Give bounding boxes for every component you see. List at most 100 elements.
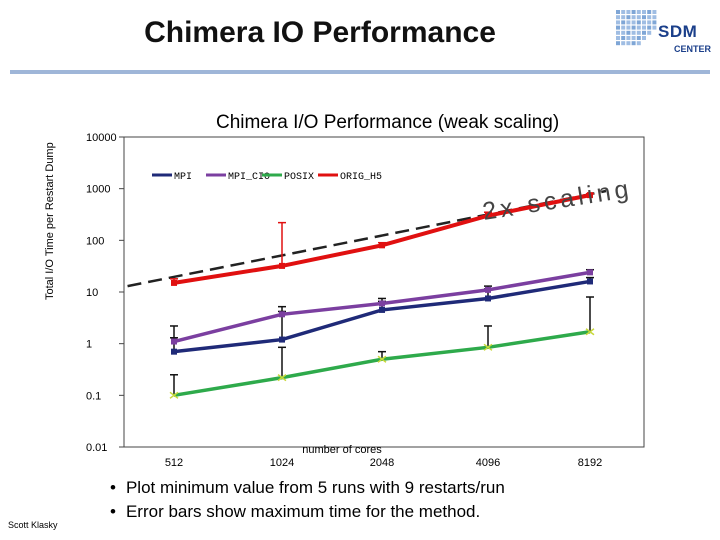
data-point <box>279 336 285 343</box>
logo-grid-cell <box>647 20 652 25</box>
logo-grid-cell <box>642 36 646 40</box>
legend-label: POSIX <box>284 172 314 183</box>
logo-grid-cell <box>636 10 641 14</box>
data-point <box>171 338 177 345</box>
logo-text: SDM <box>658 22 698 41</box>
sdm-center-logo: SDM CENTER <box>616 10 712 66</box>
logo-grid-cell <box>616 10 620 14</box>
data-point <box>171 348 177 355</box>
data-point <box>169 391 179 399</box>
legend-label: MPI <box>174 172 192 183</box>
logo-grid-cell <box>631 36 636 40</box>
logo-grid-cell <box>616 20 620 25</box>
series-line <box>173 330 591 398</box>
data-point <box>587 278 593 285</box>
logo-grid-cell <box>616 36 620 40</box>
series-mpi <box>170 276 594 355</box>
legend-label: MPI_CIO <box>228 172 270 183</box>
logo-grid-cell <box>621 10 626 14</box>
logo-grid-cell <box>626 10 631 14</box>
chart-title: Chimera I/O Performance (weak scaling) <box>216 112 560 133</box>
logo-grid-cell <box>652 10 657 14</box>
logo-grid-cell <box>631 10 636 14</box>
scaling-annotation: 2x scaling <box>481 175 635 226</box>
logo-grid-cell <box>636 15 641 20</box>
plot-area-frame <box>123 136 645 448</box>
data-point <box>483 343 493 351</box>
logo-grid-cell <box>642 30 646 35</box>
data-point <box>277 374 287 382</box>
logo-grid-cell <box>616 15 620 20</box>
slide-title: Chimera IO Performance <box>144 16 496 49</box>
logo-grid-cell <box>626 15 631 20</box>
logo-grid-cell <box>647 10 652 14</box>
x-axis-label: number of cores <box>302 444 382 456</box>
logo-grid-cell <box>616 41 620 46</box>
logo-grid-cell <box>631 41 636 46</box>
logo-grid-cell <box>621 36 626 40</box>
logo-subtext: CENTER <box>674 44 712 54</box>
logo-grid-icon <box>616 10 657 46</box>
logo-grid-cell <box>642 20 646 25</box>
logo-grid-cell <box>621 41 626 46</box>
x-tick-label: 512 <box>165 457 183 469</box>
y-tick-label: 10000 <box>86 132 117 144</box>
bullet-item: Error bars show maximum time for the met… <box>110 502 505 522</box>
logo-grid-cell <box>631 25 636 30</box>
data-point <box>171 279 177 286</box>
data-point <box>587 269 593 276</box>
logo-grid-cell <box>636 30 641 35</box>
logo-grid-cell <box>621 30 626 35</box>
logo-grid-cell <box>631 30 636 35</box>
data-point <box>585 328 595 336</box>
y-tick-label: 1000 <box>86 184 110 196</box>
logo-grid-cell <box>616 25 620 30</box>
data-point <box>379 242 385 249</box>
y-tick-label: 1 <box>86 339 92 351</box>
series-orig-h5 <box>170 192 594 286</box>
logo-grid-cell <box>626 25 631 30</box>
logo-grid-cell <box>636 41 641 46</box>
logo-grid-cell <box>626 41 631 46</box>
logo-grid-cell <box>631 15 636 20</box>
logo-grid-cell <box>642 10 646 14</box>
y-tick-label: 0.1 <box>86 390 101 402</box>
logo-grid-cell <box>631 20 636 25</box>
data-point <box>279 262 285 269</box>
author-credit: Scott Klasky <box>8 520 58 530</box>
logo-grid-cell <box>642 25 646 30</box>
logo-grid-cell <box>636 20 641 25</box>
logo-grid-cell <box>647 30 652 35</box>
y-tick-label: 10 <box>86 287 98 299</box>
data-point <box>485 295 491 302</box>
logo-grid-cell <box>636 36 641 40</box>
logo-grid-cell <box>652 25 657 30</box>
logo-grid-cell <box>626 36 631 40</box>
x-tick-label: 1024 <box>270 457 294 469</box>
logo-grid-cell <box>626 20 631 25</box>
x-tick-label: 2048 <box>370 457 394 469</box>
data-point <box>279 311 285 318</box>
data-point <box>485 286 491 293</box>
data-point <box>377 355 387 363</box>
logo-grid-cell <box>642 15 646 20</box>
logo-grid-cell <box>652 20 657 25</box>
title-rule <box>10 70 710 74</box>
logo-grid-cell <box>652 15 657 20</box>
data-point <box>379 300 385 307</box>
series-posix <box>169 296 595 399</box>
x-tick-label: 8192 <box>578 457 602 469</box>
logo-grid-cell <box>647 15 652 20</box>
y-tick-label: 0.01 <box>86 442 107 454</box>
bullet-list: Plot minimum value from 5 runs with 9 re… <box>110 478 505 526</box>
legend-label: ORIG_H5 <box>340 172 382 183</box>
logo-grid-cell <box>621 25 626 30</box>
logo-grid-cell <box>621 15 626 20</box>
series-mpi-cio <box>170 268 594 345</box>
data-point <box>587 192 593 199</box>
x-tick-label: 4096 <box>476 457 500 469</box>
logo-grid-cell <box>621 20 626 25</box>
logo-grid-cell <box>647 25 652 30</box>
data-point <box>485 212 491 219</box>
